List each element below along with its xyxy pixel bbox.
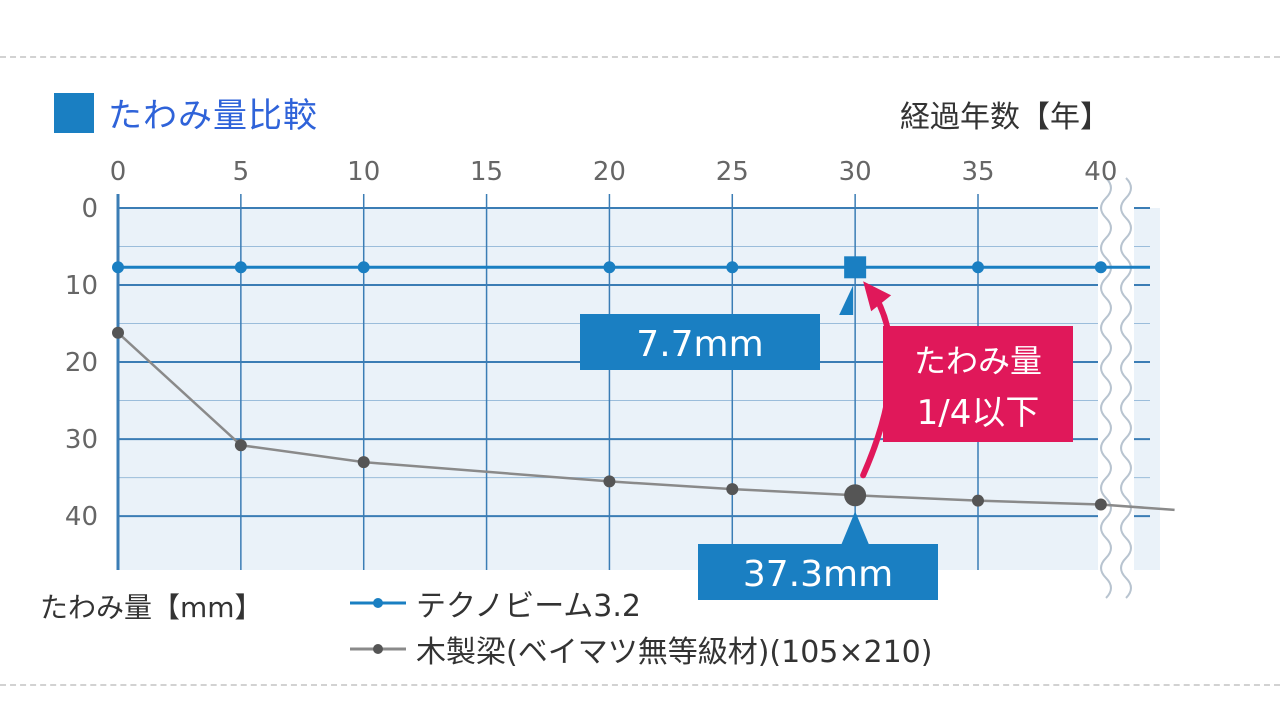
legend-item-wood: 木製梁(ベイマツ無等級材)(105×210) bbox=[350, 626, 932, 672]
series-layer bbox=[112, 256, 1175, 512]
reduction-arrow-head bbox=[863, 281, 892, 312]
x-tick-labels: 0 5 10 15 20 25 30 35 40 bbox=[110, 157, 1118, 187]
y-tick-label: 10 bbox=[65, 271, 98, 301]
y-axis-unit-label: たわみ量【mm】 bbox=[40, 591, 263, 624]
point-wood bbox=[234, 439, 247, 452]
callout-techno-value: 7.7mm bbox=[636, 324, 763, 365]
point-wood bbox=[112, 326, 124, 339]
top-divider bbox=[0, 56, 1280, 58]
point-techno bbox=[112, 261, 124, 274]
callout-layer: 7.7mm 37.3mm たわみ量 1/4以下 bbox=[580, 281, 1073, 600]
callout-wood-box bbox=[698, 544, 938, 600]
callout-wood-tail bbox=[841, 511, 870, 545]
x-tick-label: 10 bbox=[347, 157, 380, 187]
bottom-divider bbox=[0, 684, 1280, 686]
y-tick-label: 20 bbox=[65, 348, 98, 378]
x-axis-unit-label: 経過年数【年】 bbox=[900, 100, 1110, 135]
break-wave-right bbox=[1120, 177, 1132, 599]
point-techno-highlight bbox=[844, 256, 867, 279]
point-wood bbox=[603, 475, 616, 488]
axis-break-mark bbox=[1098, 177, 1134, 599]
x-tick-label: 20 bbox=[593, 157, 626, 187]
callout-techno-tail bbox=[839, 285, 854, 315]
x-tick-label: 25 bbox=[716, 157, 749, 187]
legend-label-wood: 木製梁(ベイマツ無等級材)(105×210) bbox=[416, 635, 933, 670]
y-tick-labels: 0 10 20 30 40 bbox=[65, 194, 98, 532]
break-wave-left bbox=[1100, 177, 1112, 599]
point-wood bbox=[357, 456, 370, 469]
x-tick-label: 35 bbox=[961, 157, 994, 187]
callout-wood-value: 37.3mm bbox=[743, 554, 893, 595]
legend-item-techno: テクノビーム3.2 bbox=[350, 580, 932, 626]
x-tick-label: 40 bbox=[1084, 157, 1117, 187]
x-tick-label: 0 bbox=[110, 157, 127, 187]
point-techno bbox=[234, 261, 247, 274]
point-wood bbox=[972, 494, 984, 507]
callout-techno-box bbox=[580, 314, 820, 370]
chart-title-block: たわみ量比較 bbox=[54, 88, 318, 137]
y-tick-label: 40 bbox=[65, 502, 98, 532]
callout-reduction-box bbox=[883, 326, 1073, 442]
title-square-icon bbox=[54, 92, 94, 133]
point-techno bbox=[972, 261, 984, 274]
point-techno bbox=[1094, 261, 1107, 274]
y-tick-label: 0 bbox=[81, 194, 98, 224]
point-wood bbox=[1094, 498, 1107, 511]
callout-reduction-line2: 1/4以下 bbox=[917, 393, 1040, 433]
point-techno bbox=[726, 261, 739, 274]
point-techno bbox=[603, 261, 616, 274]
legend-label-techno: テクノビーム3.2 bbox=[416, 589, 642, 624]
legend-swatch-wood bbox=[350, 644, 406, 654]
x-tick-label: 30 bbox=[839, 157, 872, 187]
legend-swatch-techno bbox=[350, 598, 406, 608]
y-tick-label: 30 bbox=[65, 425, 98, 455]
callout-reduction-line1: たわみ量 bbox=[914, 342, 1042, 380]
x-tick-label: 5 bbox=[233, 157, 250, 187]
chart-title: たわみ量比較 bbox=[108, 96, 318, 136]
point-techno bbox=[357, 261, 370, 274]
point-wood-highlight bbox=[844, 484, 867, 507]
x-tick-label: 15 bbox=[470, 157, 503, 187]
point-wood bbox=[726, 483, 739, 496]
legend: テクノビーム3.2 木製梁(ベイマツ無等級材)(105×210) bbox=[350, 580, 932, 672]
